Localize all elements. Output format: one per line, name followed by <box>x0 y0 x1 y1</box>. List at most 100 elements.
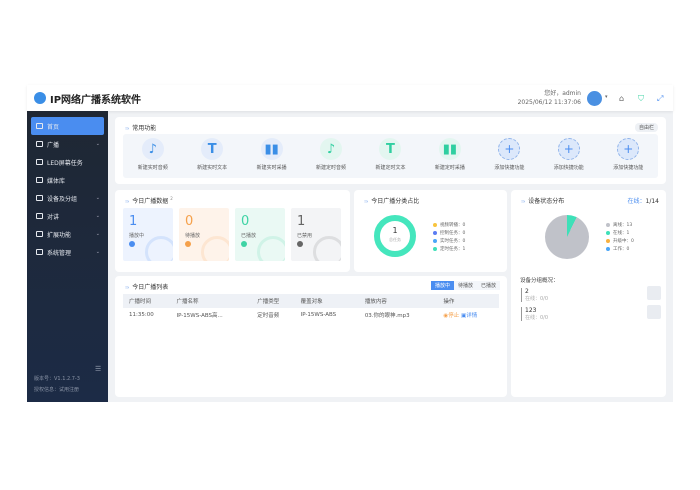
stat-value: 1 <box>129 214 138 229</box>
status-dot-icon <box>185 241 191 247</box>
quick-item-label: 新建定时音频 <box>316 165 347 171</box>
card-title: 今日广播分类占比 <box>364 196 419 205</box>
sidebar-item-0[interactable]: 首页 <box>31 117 104 135</box>
stat-tile-3[interactable]: 1 已禁用 <box>291 208 341 261</box>
quick-item-label: 添加快捷功能 <box>553 165 584 171</box>
task-ratio-card: 今日广播分类占比 1 总任务 视频转播：0 控制任务：0 实时任务：0 定时任务：1 <box>354 190 507 272</box>
quick-item-5[interactable]: ▮▮ 新建定时采播 <box>420 134 479 178</box>
sidebar-item-2[interactable]: LED屏幕任务 <box>31 153 104 171</box>
caret-down-icon[interactable]: ▾ <box>605 94 608 100</box>
quick-item-label: 添加快捷功能 <box>494 165 525 171</box>
legend-dot <box>606 247 610 251</box>
quick-item-label: 新建实时音频 <box>137 165 168 171</box>
menu-icon <box>36 159 43 165</box>
cell-content: 03.你的眼神.mp3 <box>364 313 410 319</box>
sidebar-item-3[interactable]: 媒体库 <box>31 171 104 189</box>
chevron-down-icon: ⌄ <box>95 231 100 237</box>
quick-item-0[interactable]: ♪ 新建实时音频 <box>123 134 182 178</box>
text-icon: T <box>379 138 402 160</box>
legend-item: 工作：0 <box>606 245 634 253</box>
donut-chart: 1 总任务 <box>374 215 416 257</box>
group-detail-button[interactable] <box>647 305 661 319</box>
stat-label: 已禁用 <box>297 233 313 239</box>
group-online: 在线：0/0 <box>525 315 549 321</box>
legend-item: 实时任务：0 <box>433 237 465 245</box>
sidebar-item-label: 媒体库 <box>47 177 66 185</box>
menu-icon <box>36 177 43 183</box>
legend-item: 定时任务：1 <box>433 245 465 253</box>
collapse-menu-icon[interactable]: ☰ <box>95 365 102 373</box>
custom-tag-button[interactable]: 自由栏 <box>634 123 658 132</box>
stat-tile-0[interactable]: 1 播放中 <box>123 208 173 261</box>
status-dot-icon <box>129 241 135 247</box>
shield-icon[interactable]: ⛉ <box>638 94 644 103</box>
group-online: 在线：0/0 <box>525 296 549 302</box>
stat-tile-2[interactable]: 0 已播放 <box>235 208 285 261</box>
legend-item: 升级中：0 <box>606 237 634 245</box>
cell-actions: ◉停止 ▣详情 <box>437 308 499 322</box>
filter-tab-2[interactable]: 已播放 <box>477 281 501 290</box>
stat-tile-1[interactable]: 0 待播放 <box>179 208 229 261</box>
avatar[interactable] <box>587 91 602 106</box>
sidebar-item-6[interactable]: 扩展功能 ⌄ <box>31 225 104 243</box>
card-title: 今日广播列表 <box>125 282 168 291</box>
cell-name: IP-15WS-ABS高... <box>176 313 223 319</box>
plus-icon: + <box>498 138 521 160</box>
legend-label: 在线：1 <box>613 231 630 236</box>
sidebar-item-label: LED屏幕任务 <box>47 159 83 167</box>
legend-dot <box>606 231 610 235</box>
sidebar-item-5[interactable]: 对讲 ⌄ <box>31 207 104 225</box>
plus-icon: + <box>557 138 580 160</box>
music-note-icon: ♪ <box>141 138 164 160</box>
chevron-down-icon: ⌄ <box>95 213 100 219</box>
chevron-down-icon: ⌄ <box>95 249 100 255</box>
quick-item-6[interactable]: + 添加快捷功能 <box>480 134 539 178</box>
cell-time: 11:35:00 <box>129 312 154 318</box>
menu-icon <box>36 195 43 201</box>
legend-item: 视频转播：0 <box>433 221 465 229</box>
quick-item-4[interactable]: T 新建定时文本 <box>361 134 420 178</box>
quick-item-7[interactable]: + 添加快捷功能 <box>539 134 598 178</box>
status-ring-icon <box>145 236 173 261</box>
filter-tab-1[interactable]: 待播放 <box>454 281 478 290</box>
menu-icon <box>36 231 43 237</box>
legend-item: 控制任务：0 <box>433 229 465 237</box>
quick-item-2[interactable]: ▮▮ 新建实时采播 <box>242 134 301 178</box>
legend-item: 在线：1 <box>606 229 634 237</box>
sidebar-item-1[interactable]: 广播 ⌄ <box>31 135 104 153</box>
quick-item-8[interactable]: + 添加快捷功能 <box>599 134 658 178</box>
sidebar-item-label: 对讲 <box>47 213 60 221</box>
legend-label: 视频转播：0 <box>440 223 466 228</box>
legend-label: 离线：13 <box>613 223 633 228</box>
license: 授权信息：试用注册 <box>34 387 80 393</box>
detail-button[interactable]: ▣详情 <box>461 313 478 319</box>
legend-dot <box>433 247 437 251</box>
column-header: 广播时间 <box>123 294 171 308</box>
group-detail-button[interactable] <box>647 286 661 300</box>
logo-icon <box>34 92 46 104</box>
legend-label: 实时任务：0 <box>440 239 466 244</box>
online-label: 在线： <box>627 198 646 205</box>
menu-icon <box>36 249 43 255</box>
stop-button[interactable]: ◉停止 <box>443 313 460 319</box>
quick-item-3[interactable]: ♪ 新建定时音频 <box>301 134 360 178</box>
quick-item-1[interactable]: T 新建实时文本 <box>182 134 241 178</box>
quick-item-label: 新建实时文本 <box>197 165 228 171</box>
fullscreen-icon[interactable]: ⤢ <box>657 94 664 103</box>
groups-title: 设备分组概况： <box>520 278 559 284</box>
device-pie-chart <box>545 215 589 259</box>
legend-label: 升级中：0 <box>613 239 634 244</box>
sidebar-item-7[interactable]: 系统管理 ⌄ <box>31 243 104 261</box>
filter-tab-0[interactable]: 播放中 <box>431 281 455 290</box>
cell-target: IP-15WS-ABS <box>300 312 337 318</box>
group-name: 2 <box>525 288 529 295</box>
sidebar-item-label: 系统管理 <box>47 249 72 257</box>
status-ring-icon <box>201 236 229 261</box>
lock-screen-icon[interactable]: ⌂ <box>619 94 625 103</box>
stat-value: 0 <box>241 214 250 229</box>
datetime: 2025/06/12 11:37:06 <box>517 99 581 106</box>
menu-icon <box>36 141 43 147</box>
broadcast-table: 广播时间 广播名称 广播类型 覆盖对象 播放内容 操作 11:35:00 IP-15WS-AB… <box>123 294 499 322</box>
sidebar-item-4[interactable]: 设备及分组 ⌄ <box>31 189 104 207</box>
